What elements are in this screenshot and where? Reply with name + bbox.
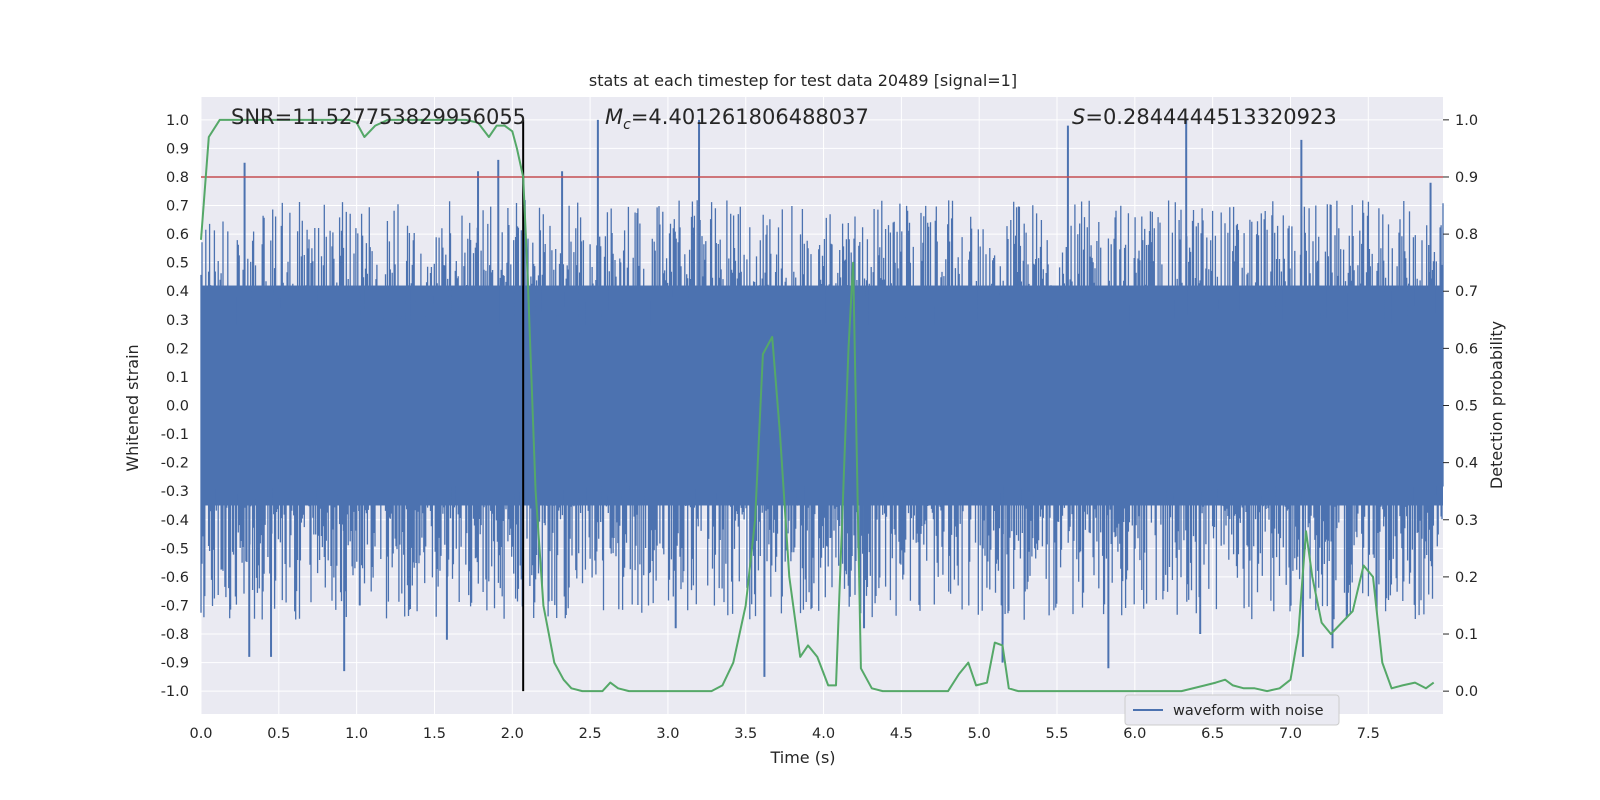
x-tick-label: 7.0 (1279, 726, 1302, 742)
y-tick-label: 0.5 (166, 256, 189, 272)
y-tick-label: -0.4 (161, 513, 189, 529)
x-tick-label: 4.5 (890, 726, 913, 742)
x-tick-label: 3.0 (656, 726, 679, 742)
y-tick-label: -0.5 (161, 541, 189, 557)
waveform-with-noise (200, 119, 1444, 677)
x-tick-label: 2.5 (579, 726, 602, 742)
y-tick-label: 0.7 (166, 199, 189, 215)
y-tick-label: -0.3 (161, 484, 189, 500)
snr-annotation: SNR=11.527753829956055 (231, 105, 526, 129)
right-y-tick-label: 0.6 (1455, 341, 1478, 357)
waveform-noise (200, 200, 1444, 620)
y-tick-label: -0.7 (161, 598, 189, 614)
s-symbol: S (1072, 105, 1085, 129)
x-axis-label: Time (s) (769, 748, 835, 767)
y-tick-label: -0.1 (161, 427, 189, 443)
x-tick-label: 5.0 (968, 726, 991, 742)
y-tick-label: 0.8 (166, 170, 189, 186)
y-axis-label-right: Detection probability (1487, 321, 1506, 489)
right-y-tick-label: 0.1 (1455, 627, 1478, 643)
x-tick-label: 0.5 (267, 726, 290, 742)
left-y-axis: 1.0 0.9 0.8 0.7 0.6 0.5 0.4 0.3 0.2 0.1 0.0 -0.1 -0.… (161, 113, 189, 700)
right-y-tick-label: 1.0 (1455, 113, 1478, 129)
chart-title: stats at each timestep for test data 204… (589, 71, 1017, 90)
right-y-axis: 1.0 0.9 0.8 0.7 0.6 0.5 0.4 0.3 0.2 0.1 0.0 (1443, 113, 1478, 700)
y-tick-label: 0.4 (166, 284, 189, 300)
x-tick-label: 1.5 (423, 726, 446, 742)
y-tick-label: -1.0 (161, 684, 189, 700)
chirp-mass-symbol: M (605, 105, 623, 129)
y-tick-label: 0.6 (166, 227, 189, 243)
legend: waveform with noise (1124, 694, 1340, 726)
right-y-tick-label: 0.4 (1455, 456, 1478, 472)
detection-probability-line (200, 118, 1435, 693)
legend-box (1124, 694, 1340, 726)
x-tick-label: 3.5 (734, 726, 757, 742)
s-value: =0.2844444513320923 (1085, 105, 1336, 129)
y-tick-label: -0.8 (161, 627, 189, 643)
y-tick-label: 0.3 (166, 313, 189, 329)
s-annotation: S=0.2844444513320923 (1072, 105, 1337, 129)
right-y-tick-label: 0.8 (1455, 227, 1478, 243)
y-axis-label: Whitened strain (123, 344, 142, 471)
x-tick-label: 6.0 (1123, 726, 1146, 742)
x-tick-label: 5.5 (1045, 726, 1068, 742)
x-axis: 0.0 0.5 1.0 1.5 2.0 2.5 3.0 3.5 4.0 4.5 5.0 5.5 6.0 6… (189, 726, 1379, 742)
y-tick-label: -0.2 (161, 456, 189, 472)
y-tick-label: 0.2 (166, 341, 189, 357)
right-y-tick-label: 0.7 (1455, 284, 1478, 300)
y-tick-label: -0.6 (161, 570, 189, 586)
right-y-tick-label: 0.0 (1455, 684, 1478, 700)
chirp-mass-annotation: Mc=4.401261806488037 (605, 105, 869, 133)
chirp-mass-subscript: c (623, 117, 631, 133)
x-tick-label: 2.0 (501, 726, 524, 742)
chirp-mass-value: =4.401261806488037 (631, 105, 869, 129)
right-y-tick-label: 0.3 (1455, 513, 1478, 529)
legend-entry: waveform with noise (1173, 703, 1324, 719)
x-tick-label: 4.0 (812, 726, 835, 742)
x-tick-label: 1.0 (345, 726, 368, 742)
overlays (200, 118, 1443, 693)
y-tick-label: 0.9 (166, 141, 189, 157)
right-y-tick-label: 0.9 (1455, 170, 1478, 186)
x-tick-label: 6.5 (1201, 726, 1224, 742)
x-tick-label: 0.0 (189, 726, 212, 742)
y-tick-label: 1.0 (166, 113, 189, 129)
x-tick-label: 7.5 (1357, 726, 1380, 742)
y-tick-label: 0.1 (166, 370, 189, 386)
right-y-tick-label: 0.5 (1455, 399, 1478, 415)
y-tick-label: -0.9 (161, 656, 189, 672)
y-tick-label: 0.0 (166, 399, 189, 415)
right-y-tick-label: 0.2 (1455, 570, 1478, 586)
